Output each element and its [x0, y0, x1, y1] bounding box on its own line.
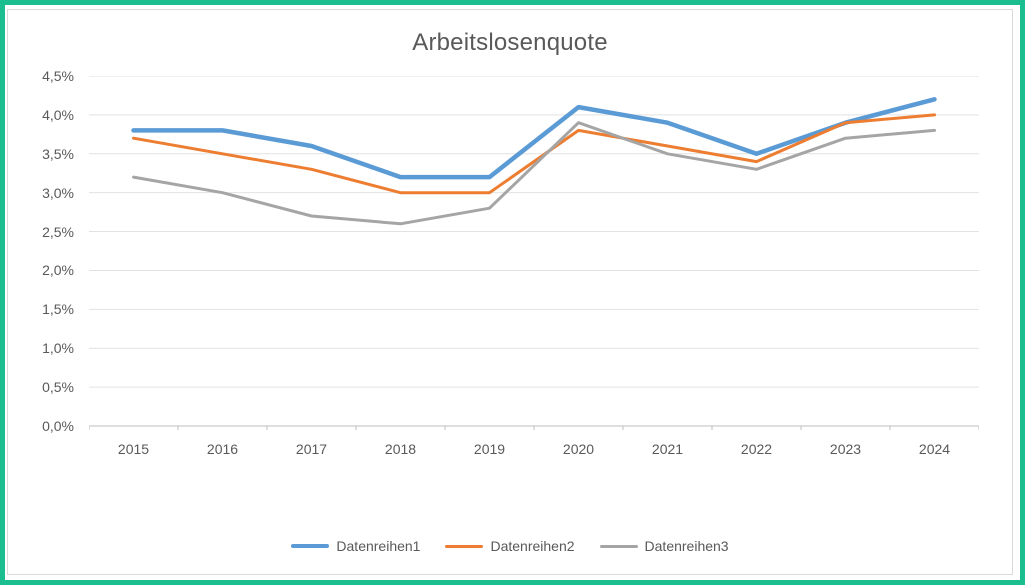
x-tick-label: 2024	[918, 441, 951, 457]
y-tick-label: 0,5%	[42, 379, 74, 396]
x-tick-label: 2016	[206, 441, 239, 457]
y-axis: 0,0% 0,5% 1,0% 1,5% 2,0% 2,5% 3,0% 3,5% 4,0% 4,5%	[8, 68, 82, 436]
plot-area[interactable]	[89, 76, 979, 432]
legend-item-datenreihen3[interactable]: Datenreihen3	[599, 538, 729, 554]
y-tick-label: 2,0%	[42, 262, 74, 279]
x-tick-label: 2023	[829, 441, 862, 457]
x-tick-label: 2021	[651, 441, 684, 457]
y-tick-label: 2,5%	[42, 223, 74, 240]
chart-title[interactable]: Arbeitslosenquote	[412, 29, 608, 56]
chart-area[interactable]: Arbeitslosenquote 0,0% 0,5% 1,0% 1,5% 2,0% 2,…	[7, 9, 1013, 575]
legend-line-marker	[599, 544, 638, 548]
x-tick-label: 2015	[117, 441, 150, 457]
legend-item-datenreihen1[interactable]: Datenreihen1	[291, 538, 420, 554]
y-tick-label: 4,5%	[42, 68, 74, 84]
legend-label: Datenreihen1	[336, 538, 421, 554]
series-line-datenreihen2[interactable]	[132, 113, 936, 195]
legend-item-datenreihen2[interactable]: Datenreihen2	[445, 538, 575, 554]
x-tick-label: 2018	[384, 441, 417, 457]
x-tick-label: 2017	[295, 441, 328, 457]
y-tick-label: 4,0%	[42, 106, 74, 123]
x-tick-label: 2022	[740, 441, 773, 457]
legend-line-marker	[445, 544, 484, 548]
y-tick-label: 3,5%	[42, 145, 74, 162]
x-tick-label: 2019	[473, 441, 506, 457]
legend-label: Datenreihen2	[490, 538, 575, 554]
x-axis: 2015 2016 2017 2018 2019 2020 2021 2022 2023 2024	[89, 440, 979, 460]
legend: Datenreihen1 Datenreihen2 Datenreihen3	[8, 538, 1012, 554]
series-line-datenreihen1[interactable]	[131, 97, 937, 180]
series-line-datenreihen3[interactable]	[132, 121, 936, 226]
x-tick-label: 2020	[562, 441, 595, 457]
y-tick-label: 3,0%	[42, 184, 74, 201]
y-tick-label: 0,0%	[42, 418, 74, 434]
y-tick-label: 1,5%	[42, 301, 74, 318]
y-tick-label: 1,0%	[42, 340, 74, 357]
legend-label: Datenreihen3	[644, 538, 729, 554]
legend-line-marker	[291, 544, 330, 548]
